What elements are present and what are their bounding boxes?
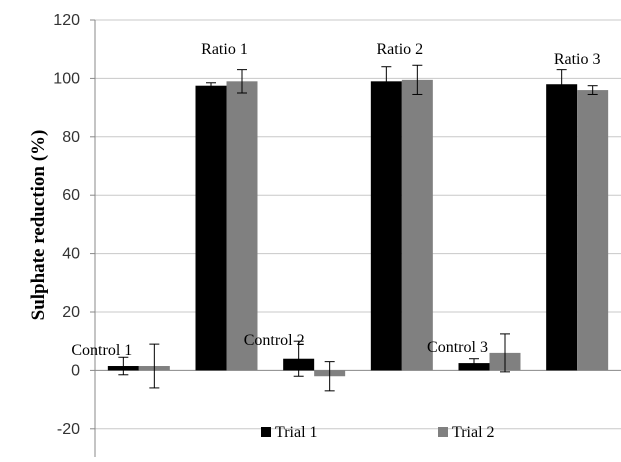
bar-trial-2 [577,90,609,371]
y-tick-label: 60 [62,187,80,204]
bars [107,64,609,392]
group-label: Ratio 2 [376,41,423,58]
y-axis-label: Sulphate reduction (%) [28,130,49,321]
legend-label: Trial 1 [275,424,318,441]
y-tick-label: 100 [53,70,80,87]
y-tick-label: 20 [62,304,80,321]
legend-label: Trial 2 [452,424,495,441]
y-tick-label: 120 [53,12,80,29]
y-tick-label: 80 [62,129,80,146]
bar-trial-1 [195,85,227,371]
group-label: Control 2 [244,332,305,349]
axes: -20 0 20 40 60 80 100 120 [53,12,621,457]
group-labels: Control 1 Ratio 1 Control 2 Ratio 2 Control … [71,41,600,359]
bar-trial-2 [226,81,258,371]
y-tick-label: 40 [62,246,80,263]
group-label: Ratio 3 [554,51,601,68]
legend-swatch [438,427,448,437]
group-label: Control 3 [427,339,488,356]
group-label: Control 1 [71,342,132,359]
gridlines [95,19,621,430]
legend: Trial 1 Trial 2 [261,424,495,441]
bar-trial-2 [401,79,433,371]
bar-trial-1 [546,84,578,371]
group-label: Ratio 1 [201,41,248,58]
y-tick-label: 0 [71,362,80,379]
legend-swatch [261,427,271,437]
y-tick-label: -20 [57,421,80,438]
bar-trial-1 [370,81,402,371]
